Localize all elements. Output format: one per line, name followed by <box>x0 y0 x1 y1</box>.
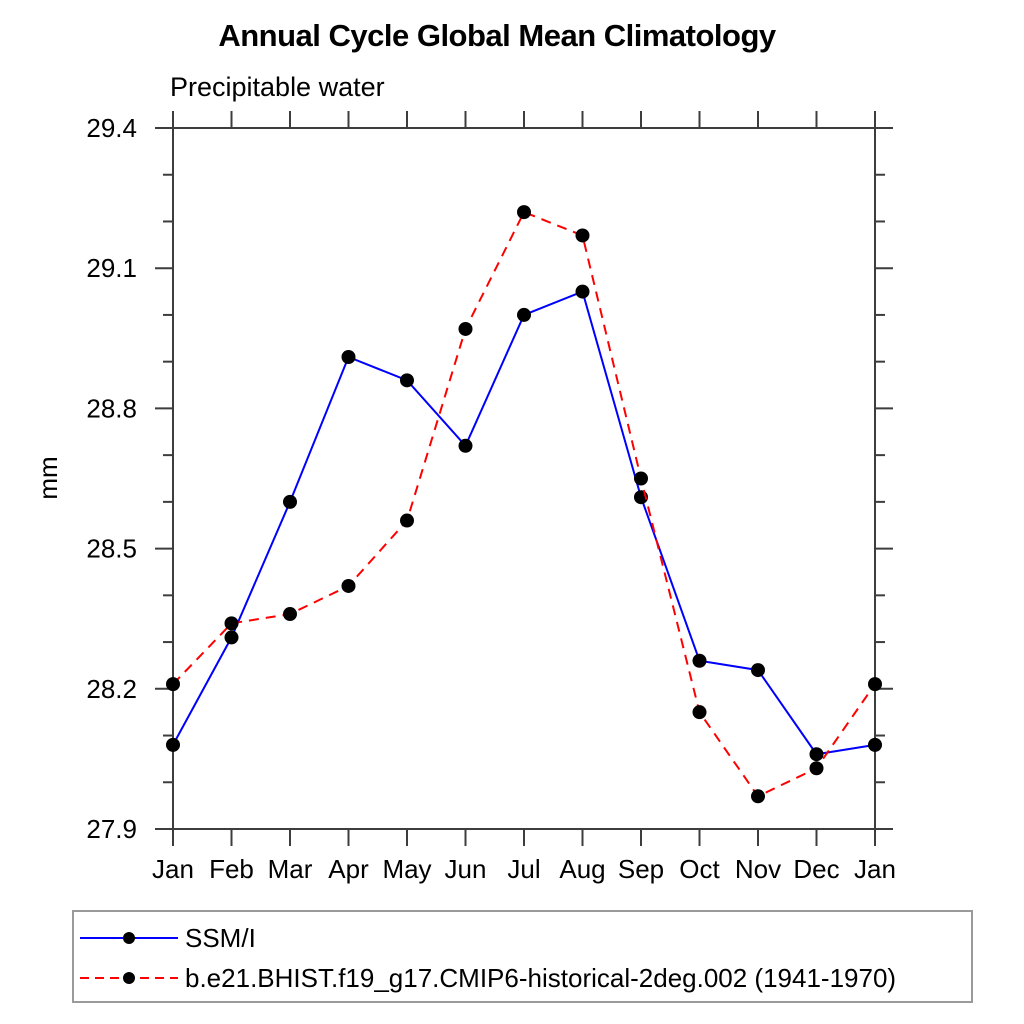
data-point <box>692 705 707 720</box>
x-tick-label: May <box>382 854 431 884</box>
legend-item-model: b.e21.BHIST.f19_g17.CMIP6-historical-2de… <box>80 963 896 993</box>
legend-label-model: b.e21.BHIST.f19_g17.CMIP6-historical-2de… <box>185 962 897 993</box>
y-axis-label: mm <box>33 456 63 499</box>
x-tick-label: Nov <box>735 854 781 884</box>
x-tick-label: Feb <box>209 854 254 884</box>
chart-subtitle: Precipitable water <box>170 72 385 102</box>
y-tick-label: 28.5 <box>86 534 137 564</box>
data-point <box>400 373 414 388</box>
x-tick-label: Sep <box>618 854 664 884</box>
y-tick-label: 28.8 <box>86 393 137 423</box>
x-tick-label: Oct <box>679 854 720 884</box>
data-point <box>458 438 473 453</box>
data-point <box>809 761 824 776</box>
legend-marker-icon <box>123 932 135 944</box>
data-point <box>341 349 356 364</box>
data-point <box>751 663 765 678</box>
legend-item-ssmi: SSM/I <box>80 923 256 953</box>
data-point <box>224 616 239 631</box>
data-point <box>166 677 180 692</box>
data-point <box>166 737 180 752</box>
data-point <box>575 284 590 299</box>
data-point <box>868 737 882 752</box>
y-tick-label: 29.4 <box>86 113 137 143</box>
chart-title: Annual Cycle Global Mean Climatology <box>218 18 776 53</box>
data-point <box>517 205 531 220</box>
x-tick-label: Jun <box>445 854 487 884</box>
x-tick-label: Jul <box>507 854 540 884</box>
data-point <box>283 607 297 622</box>
legend-label-ssmi: SSM/I <box>185 922 256 953</box>
data-point <box>400 513 414 528</box>
series-line-model <box>172 210 876 798</box>
data-point <box>809 747 824 762</box>
data-point <box>634 471 648 486</box>
legend-sample-ssmi <box>80 932 178 944</box>
data-point <box>517 307 531 322</box>
data-point <box>224 630 239 645</box>
x-tick-label: Apr <box>328 854 369 884</box>
legend-sample-model <box>80 972 178 984</box>
legend-box: SSM/I b.e21.BHIST.f19_g17.CMIP6-historic… <box>72 910 973 1003</box>
y-tick-label: 28.2 <box>86 674 137 704</box>
data-point <box>868 677 882 692</box>
data-point <box>341 578 356 593</box>
x-tick-label: Dec <box>793 854 839 884</box>
y-tick-label: 29.1 <box>86 253 137 283</box>
data-point <box>575 228 590 243</box>
x-tick-label: Jan <box>152 854 194 884</box>
data-point <box>458 321 473 336</box>
series-line-ssmi <box>172 290 876 756</box>
x-tick-label: Jan <box>854 854 896 884</box>
data-point <box>692 653 707 668</box>
x-tick-label: Aug <box>559 854 605 884</box>
data-point <box>751 789 765 804</box>
legend-marker-icon <box>123 972 135 984</box>
data-point <box>283 494 297 509</box>
x-tick-label: Mar <box>268 854 313 884</box>
y-tick-label: 27.9 <box>86 814 137 844</box>
